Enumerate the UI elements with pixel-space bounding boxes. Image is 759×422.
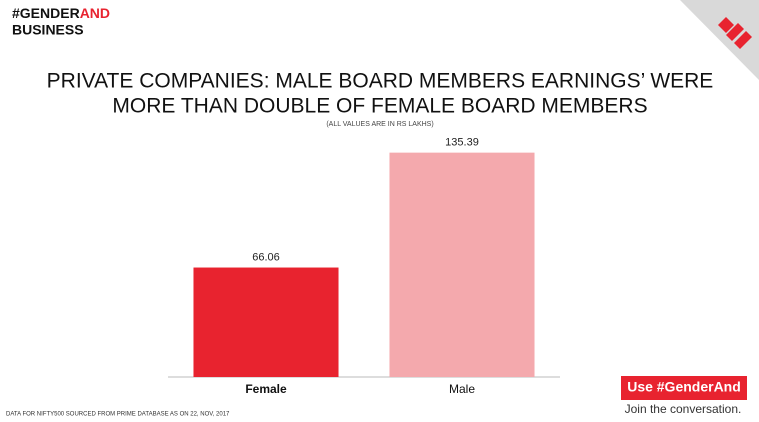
x-tick-label: Male [449,382,475,396]
brand-hashtag-end: AND [80,5,110,21]
plot: 66.06 Female 135.39 Male [193,137,535,396]
value-label: 135.39 [445,137,479,149]
x-tick-label: Female [245,382,287,396]
brand-subtitle: BUSINESS [12,22,84,38]
chart-title-line: MORE THAN DOUBLE OF FEMALE BOARD MEMBERS [112,95,647,118]
value-label: 66.06 [252,251,280,263]
brand-hashtag: #GENDERAND [12,5,110,21]
cta-button[interactable] [621,376,747,400]
chart-title-line: PRIVATE COMPANIES: MALE BOARD MEMBERS EA… [47,70,714,93]
corner-logo [718,17,752,49]
bar [193,267,339,377]
brand-hashtag-start: #GENDER [12,5,80,21]
footer-note: DATA FOR NIFTY500 SOURCED FROM PRIME DAT… [6,412,230,418]
cta-button-label[interactable]: Use #GenderAnd [627,379,741,395]
bar [389,152,535,377]
cta-text: Join the conversation. [625,402,742,416]
corner-fold [680,0,759,80]
chart-subtitle: (ALL VALUES ARE IN RS LAKHS) [326,121,433,128]
